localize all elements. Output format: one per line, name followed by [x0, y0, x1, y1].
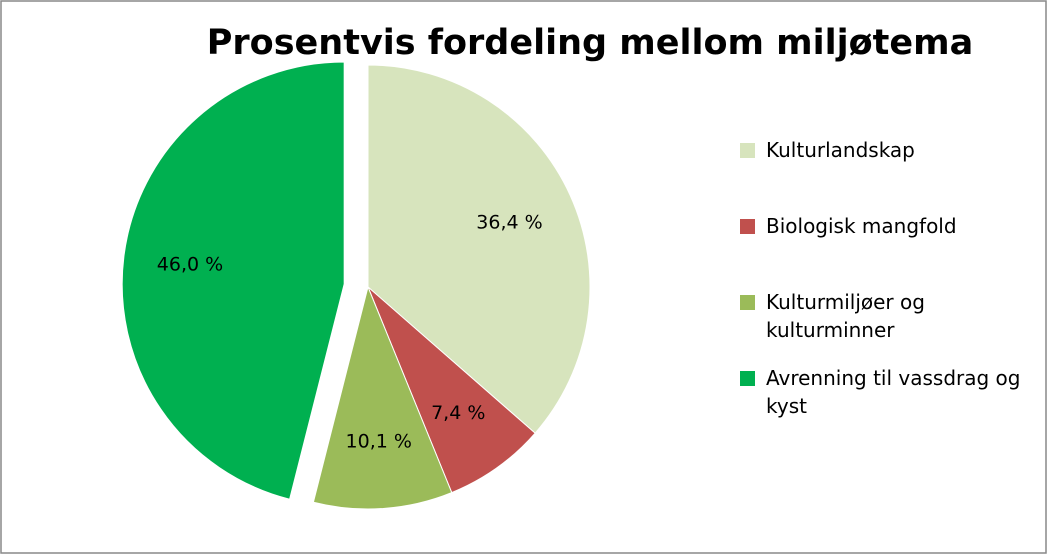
- chart-title: Prosentvis fordeling mellom miljøtema: [207, 23, 973, 63]
- pie-slice: [121, 61, 345, 500]
- data-label: 36,4 %: [476, 211, 542, 233]
- legend-label: Biologisk mangfold: [766, 214, 957, 238]
- legend-item: Kulturmiljøer og kulturminner: [740, 288, 1030, 344]
- legend-swatch: [740, 219, 755, 234]
- data-label: 46,0 %: [157, 253, 223, 275]
- data-label: 10,1 %: [346, 431, 412, 453]
- legend-label: Avrenning til vassdrag og kyst: [766, 366, 1021, 418]
- legend-label: Kulturlandskap: [766, 138, 915, 162]
- legend-swatch: [740, 143, 755, 158]
- data-label: 7,4 %: [431, 402, 485, 424]
- legend-item: Biologisk mangfold: [740, 212, 1030, 240]
- legend-item: Kulturlandskap: [740, 136, 1030, 164]
- legend-swatch: [740, 371, 755, 386]
- legend-item: Avrenning til vassdrag og kyst: [740, 364, 1030, 420]
- legend-swatch: [740, 295, 755, 310]
- legend-label: Kulturmiljøer og kulturminner: [766, 290, 925, 342]
- pie-slice: [312, 285, 453, 510]
- legend: Kulturlandskap Biologisk mangfold Kulturmi…: [740, 136, 1030, 420]
- pie-slice: [367, 286, 536, 494]
- pie-slice: [367, 64, 591, 434]
